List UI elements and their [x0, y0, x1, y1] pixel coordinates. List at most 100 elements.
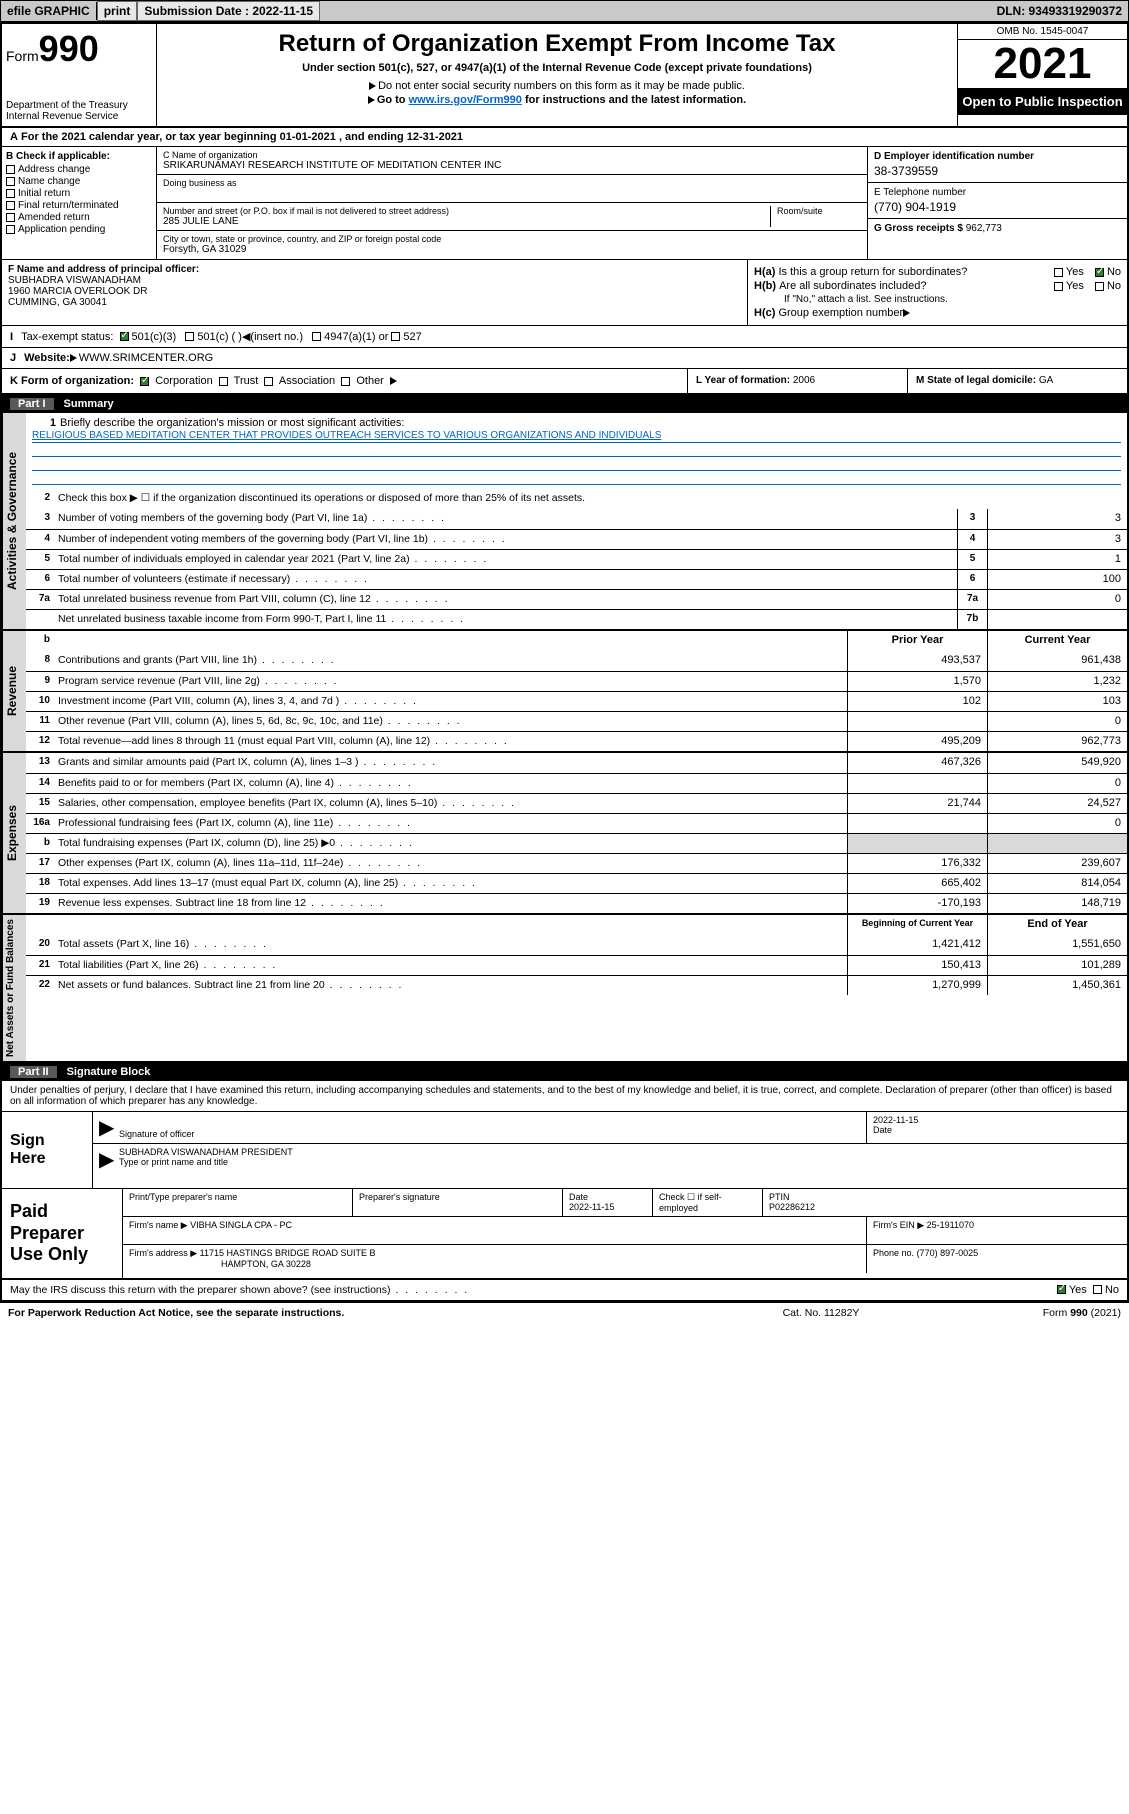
b-checkbox[interactable]: [6, 225, 15, 234]
ha-line: H(a) Is this a group return for subordin…: [754, 266, 1121, 278]
form-label: Form: [6, 48, 39, 64]
exp-tab: Expenses: [2, 753, 26, 913]
hb-no-checkbox[interactable]: [1095, 282, 1104, 291]
k-checkbox[interactable]: [140, 377, 149, 386]
discuss-yes-checkbox[interactable]: [1057, 1285, 1066, 1294]
firm-name: VIBHA SINGLA CPA - PC: [190, 1220, 292, 1230]
c-addr-row: Number and street (or P.O. box if mail i…: [157, 203, 867, 231]
prep-date: 2022-11-15: [569, 1202, 646, 1212]
k-checkbox[interactable]: [341, 377, 350, 386]
omb-number: OMB No. 1545-0047: [958, 24, 1127, 40]
form-number: Form990: [6, 28, 152, 70]
hc-line: H(c) Group exemption number: [754, 307, 1121, 319]
submission-date-button[interactable]: Submission Date : 2022-11-15: [137, 1, 320, 21]
city-value: Forsyth, GA 31029: [163, 244, 861, 255]
i-opt2-note: (insert no.): [250, 331, 303, 343]
arrow-icon: [70, 354, 77, 362]
yes-label: Yes: [1069, 1284, 1087, 1296]
summary-line: 6Total number of volunteers (estimate if…: [26, 569, 1127, 589]
arrow-icon: [390, 377, 397, 385]
prep-date-label: Date: [569, 1192, 646, 1202]
sig-row-2: ▶ SUBHADRA VISWANADHAM PRESIDENT Type or…: [93, 1144, 1127, 1175]
preparer-title: Paid Preparer Use Only: [2, 1189, 122, 1278]
firm-ein-label: Firm's EIN ▶: [873, 1220, 924, 1230]
l-cell: L Year of formation: 2006: [687, 369, 907, 393]
b-checkbox[interactable]: [6, 189, 15, 198]
form-num: 990: [39, 28, 99, 69]
form-subtitle: Under section 501(c), 527, or 4947(a)(1)…: [167, 62, 947, 74]
irs-link[interactable]: www.irs.gov/Form990: [409, 94, 522, 106]
summary-line: 19Revenue less expenses. Subtract line 1…: [26, 893, 1127, 913]
c-dba-row: Doing business as: [157, 175, 867, 203]
part2-title: Signature Block: [67, 1066, 151, 1078]
form-container: Form990 Department of the Treasury Inter…: [0, 22, 1129, 1303]
k-opt: Corporation: [140, 375, 219, 387]
col-b: B Check if applicable: Address changeNam…: [2, 147, 157, 259]
k-checkbox[interactable]: [219, 377, 228, 386]
i-opt4: 527: [403, 331, 421, 343]
sig-name-label: Type or print name and title: [119, 1157, 1121, 1167]
arrow-icon: [368, 96, 375, 104]
summary-line: 20Total assets (Part X, line 16)1,421,41…: [26, 935, 1127, 955]
h-note: If "No," attach a list. See instructions…: [754, 294, 1121, 305]
summary-line: 13Grants and similar amounts paid (Part …: [26, 753, 1127, 773]
no-label: No: [1107, 280, 1121, 292]
may-discuss-row: May the IRS discuss this return with the…: [2, 1280, 1127, 1301]
sign-here-label: Sign Here: [2, 1112, 92, 1188]
i-opt3: 4947(a)(1) or: [324, 331, 388, 343]
sig-arrow-icon: ▶: [93, 1112, 113, 1143]
b-checkbox[interactable]: [6, 165, 15, 174]
arrow-icon: [369, 82, 376, 90]
q2-line: 2Check this box ▶ ☐ if the organization …: [26, 489, 1127, 509]
officer-addr1: 1960 MARCIA OVERLOOK DR: [8, 286, 741, 297]
current-year-hdr: Current Year: [987, 631, 1127, 651]
summary-line: 17Other expenses (Part IX, column (A), l…: [26, 853, 1127, 873]
arrow-line-1: Do not enter social security numbers on …: [167, 80, 947, 92]
discuss-no-checkbox[interactable]: [1093, 1285, 1102, 1294]
rev-content: b Prior Year Current Year 8Contributions…: [26, 631, 1127, 751]
i-501c3-checkbox[interactable]: [120, 332, 129, 341]
summary-line: 5Total number of individuals employed in…: [26, 549, 1127, 569]
b-checkbox[interactable]: [6, 201, 15, 210]
dln-label: DLN: 93493319290372: [991, 2, 1128, 20]
k-opt: Other: [341, 375, 390, 387]
d-gross-row: G Gross receipts $ 962,773: [868, 219, 1127, 238]
b-checkbox[interactable]: [6, 177, 15, 186]
gov-tab: Activities & Governance: [2, 413, 26, 629]
org-name: SRIKARUNAMAYI RESEARCH INSTITUTE OF MEDI…: [163, 160, 861, 171]
print-button[interactable]: print: [97, 1, 138, 21]
summary-line: 10Investment income (Part VIII, column (…: [26, 691, 1127, 711]
exp-content: 13Grants and similar amounts paid (Part …: [26, 753, 1127, 913]
part1-header: Part I Summary: [2, 395, 1127, 413]
b-check-item: Name change: [6, 176, 152, 187]
i-501c-checkbox[interactable]: [185, 332, 194, 341]
summary-line: 22Net assets or fund balances. Subtract …: [26, 975, 1127, 995]
na-py-hdr: Beginning of Current Year: [847, 915, 987, 935]
firm-addr2: HAMPTON, GA 30228: [129, 1259, 311, 1269]
ptin-value: P02286212: [769, 1202, 1121, 1212]
gross-value: 962,773: [966, 223, 1002, 234]
open-public-badge: Open to Public Inspection: [958, 88, 1127, 115]
b-check-item: Application pending: [6, 224, 152, 235]
prep-sig-label: Preparer's signature: [359, 1192, 556, 1202]
hc-label: H(c): [754, 307, 775, 319]
hb-yes-checkbox[interactable]: [1054, 282, 1063, 291]
sig-intro: Under penalties of perjury, I declare th…: [2, 1081, 1127, 1112]
ha-no-checkbox[interactable]: [1095, 268, 1104, 277]
prep-row-3: Firm's address ▶ 11715 HASTINGS BRIDGE R…: [123, 1245, 1127, 1273]
i-opt1: 501(c)(3): [132, 331, 177, 343]
hc-question: Group exemption number: [778, 307, 903, 319]
k-checkbox[interactable]: [264, 377, 273, 386]
ha-yes-checkbox[interactable]: [1054, 268, 1063, 277]
section-fh: F Name and address of principal officer:…: [2, 260, 1127, 326]
preparer-right: Print/Type preparer's name Preparer's si…: [122, 1189, 1127, 1278]
i-527-checkbox[interactable]: [391, 332, 400, 341]
i-label: Tax-exempt status:: [21, 331, 113, 343]
line-a: A For the 2021 calendar year, or tax yea…: [2, 128, 1127, 147]
na-header-row: Beginning of Current Year End of Year: [26, 915, 1127, 935]
i-4947-checkbox[interactable]: [312, 332, 321, 341]
b-checkbox[interactable]: [6, 213, 15, 222]
footer-left: For Paperwork Reduction Act Notice, see …: [8, 1307, 721, 1319]
summary-line: 4Number of independent voting members of…: [26, 529, 1127, 549]
gov-section: Activities & Governance 1Briefly describ…: [2, 413, 1127, 631]
